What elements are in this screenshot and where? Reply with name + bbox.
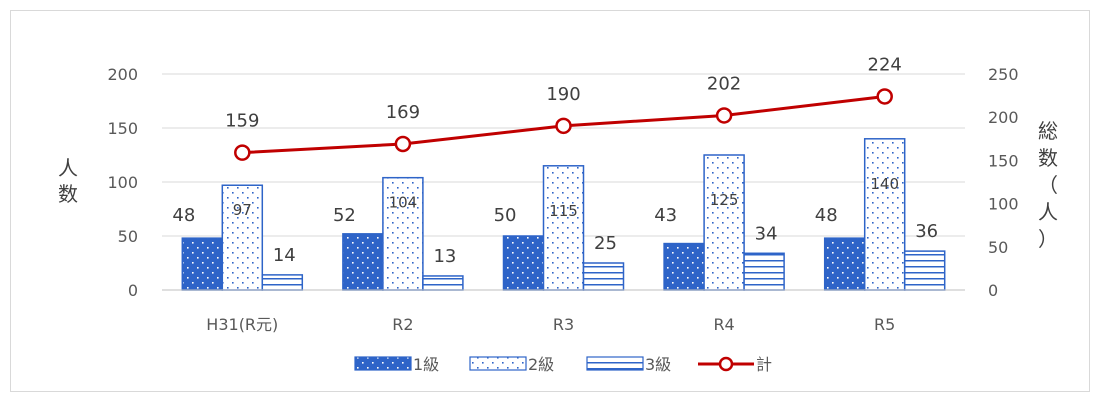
bar-2級 (221, 184, 264, 291)
y-right-tick-label: 250 (988, 65, 1019, 84)
data-label-計: 190 (546, 84, 580, 105)
y-right-label-char: 人 (1038, 200, 1058, 224)
y-axis-right-label: 総数 （ 人 ） (1038, 119, 1058, 251)
bar-3級 (903, 250, 946, 291)
y-right-tick-label: 200 (988, 108, 1019, 127)
line-point (555, 117, 572, 135)
line-point (876, 88, 893, 105)
bar-3級 (743, 252, 785, 291)
legend-swatch (354, 356, 412, 371)
data-label-1級: 43 (654, 205, 677, 226)
y-right-label-char: 総 (1038, 119, 1058, 143)
line-point (715, 107, 733, 124)
y-left-tick-label: 150 (107, 119, 138, 138)
y-left-tick-label: 50 (118, 227, 138, 246)
y-left-tick-label: 100 (107, 173, 138, 192)
x-tick-label: R5 (874, 315, 895, 334)
y-left-tick-label: 200 (107, 65, 138, 84)
data-label-1級: 52 (333, 205, 356, 226)
data-labels: 48 52 50 43 48 97 104 115 125 140 14 13 25 34 36 159 169… (172, 54, 938, 266)
bar-2級 (703, 154, 745, 291)
data-label-3級: 34 (755, 223, 778, 244)
bar-3級 (582, 262, 625, 291)
bar-1級 (663, 242, 705, 291)
data-label-1級: 50 (494, 205, 517, 226)
data-label-計: 202 (707, 73, 741, 94)
x-tick-label: R3 (553, 315, 574, 334)
bar-1級 (181, 237, 224, 291)
legend-swatch (469, 356, 527, 371)
line-point (394, 135, 412, 153)
data-label-3級: 36 (915, 221, 938, 242)
data-label-1級: 48 (172, 205, 195, 226)
line-point (234, 144, 251, 161)
axes: 0 50 100 150 200 0 50 100 150 200 250 H31(R元) R2 R3 R4… (107, 65, 1018, 334)
y-right-tick-label: 0 (988, 281, 998, 300)
legend-swatch (586, 356, 644, 371)
x-tick-label: R4 (713, 315, 734, 334)
x-tick-label: H31(R元) (206, 315, 278, 334)
y-right-label-char: ） (1038, 227, 1058, 251)
y-axis-left-label: 人数 (58, 156, 78, 206)
legend-label: 1級 (413, 355, 439, 374)
y-right-tick-label: 150 (988, 151, 1019, 170)
data-label-3級: 13 (433, 246, 456, 267)
legend-label: 2級 (528, 355, 554, 374)
y-right-label-char: （ (1038, 173, 1058, 197)
legend: 1級 2級 3級 計 (354, 355, 772, 374)
data-label-2級: 140 (870, 175, 899, 193)
legend-label: 計 (756, 355, 772, 374)
data-label-2級: 125 (710, 191, 739, 209)
y-left-label-char: 数 (58, 182, 78, 206)
bar-1級 (823, 237, 866, 291)
y-right-tick-label: 100 (988, 195, 1019, 214)
legend-label: 3級 (645, 355, 671, 374)
line-series (234, 88, 893, 161)
bar-3級 (261, 274, 304, 291)
data-label-3級: 14 (273, 245, 296, 266)
bar-2級 (382, 176, 424, 291)
data-label-2級: 104 (389, 194, 418, 212)
x-tick-label: R2 (392, 315, 413, 334)
data-label-計: 159 (225, 111, 259, 132)
y-left-tick-label: 0 (128, 281, 138, 300)
data-label-2級: 97 (233, 201, 252, 219)
y-right-tick-label: 50 (988, 238, 1008, 257)
data-label-計: 169 (386, 102, 420, 123)
legend-line-marker (718, 356, 734, 372)
data-label-1級: 48 (815, 205, 838, 226)
bar-2級 (863, 138, 906, 291)
bar-3級 (422, 275, 464, 291)
data-label-3級: 25 (594, 233, 617, 254)
bar-1級 (342, 233, 384, 291)
y-right-label-char: 数 (1038, 146, 1058, 170)
data-label-計: 224 (868, 54, 902, 75)
data-label-2級: 115 (549, 202, 578, 220)
bar-2級 (542, 165, 585, 291)
y-left-label-char: 人 (58, 156, 78, 180)
bar-1級 (502, 235, 545, 291)
